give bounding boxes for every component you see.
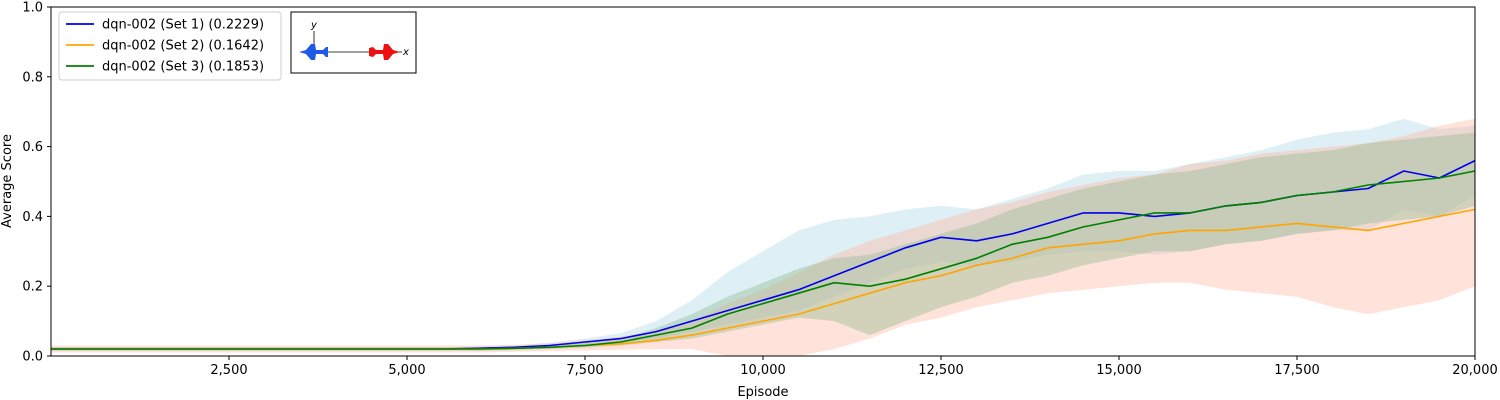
legend-box <box>58 11 282 81</box>
legend-label-3: dqn-002 (Set 3) (0.1853) <box>102 60 264 75</box>
x-tick-label: 10,000 <box>740 363 786 378</box>
orientation-inset: y x <box>290 11 417 74</box>
series-3-line <box>51 170 1476 350</box>
legend-label-1: dqn-002 (Set 1) (0.2229) <box>102 18 264 33</box>
inset-x-label: x <box>402 47 409 58</box>
x-tick-label: 7,500 <box>566 363 603 378</box>
legend: dqn-002 (Set 1) (0.2229) dqn-002 (Set 2) … <box>58 11 282 81</box>
y-tick-label: 0.8 <box>22 70 43 85</box>
x-axis-title: Episode <box>737 385 788 400</box>
blue-jet-icon <box>299 44 328 60</box>
y-tick-label: 0.2 <box>22 280 43 295</box>
series-3-band <box>51 132 1475 351</box>
x-tick-label: 2,500 <box>210 363 247 378</box>
y-tick-label: 0.0 <box>22 350 43 365</box>
x-axis: 2,500 5,000 7,500 10,000 12,500 15,000 17,500 2… <box>210 356 1498 378</box>
y-tick-label: 1.0 <box>22 1 43 16</box>
y-tick-label: 0.4 <box>22 210 43 225</box>
legend-label-2: dqn-002 (Set 2) (0.1642) <box>102 39 264 54</box>
series-1-band <box>51 118 1475 350</box>
series-2-band <box>51 118 1475 356</box>
inset-y-label: y <box>310 20 318 31</box>
x-tick-label: 5,000 <box>388 363 425 378</box>
x-tick-label: 12,500 <box>918 363 964 378</box>
y-axis-title: Average Score <box>0 134 15 228</box>
confidence-bands <box>51 118 1475 356</box>
inset-frame <box>290 11 417 74</box>
red-jet-icon <box>369 44 400 60</box>
x-tick-label: 17,500 <box>1274 363 1320 378</box>
y-axis: 0.0 0.2 0.4 0.6 0.8 1.0 <box>22 1 51 365</box>
series-lines <box>51 159 1476 350</box>
x-tick-label: 20,000 <box>1452 363 1498 378</box>
x-tick-label: 15,000 <box>1096 363 1142 378</box>
y-tick-label: 0.6 <box>22 140 43 155</box>
